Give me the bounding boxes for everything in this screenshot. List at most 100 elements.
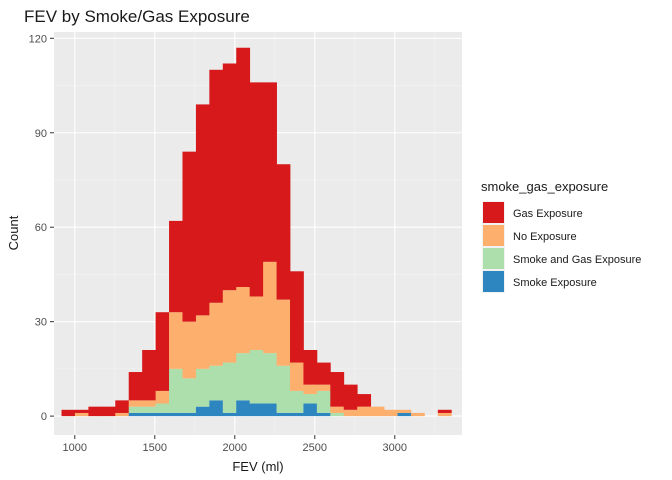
chart-title: FEV by Smoke/Gas Exposure (24, 7, 250, 26)
bar-segment (316, 390, 331, 413)
y-axis-title: Count (6, 215, 21, 250)
bar-segment (290, 390, 304, 413)
y-axis-ticks: 0 30 60 90 120 (29, 33, 54, 423)
legend-label: Smoke and Gas Exposure (513, 254, 641, 266)
bar-segment (182, 151, 197, 322)
bar-segment (263, 82, 277, 262)
bar-segment (249, 82, 264, 297)
bar-segment (290, 362, 304, 391)
bar-segment (276, 164, 291, 300)
bar-segment (101, 406, 116, 417)
x-tick-label: 3000 (383, 442, 407, 454)
bar-segment (303, 403, 318, 417)
bar-segment (209, 302, 224, 366)
bar-segment (222, 63, 237, 291)
bar-segment (115, 400, 130, 413)
bar-segment (276, 299, 291, 366)
bar-segment (236, 287, 251, 354)
bar-segment (195, 104, 210, 316)
bar-segment (236, 400, 251, 417)
bar-segment (343, 384, 358, 410)
legend-swatch (483, 248, 504, 269)
histogram-bars (61, 47, 452, 417)
bar-segment (357, 394, 372, 407)
x-tick-label: 2500 (303, 442, 327, 454)
bar-segment (263, 261, 277, 354)
bar-segment (74, 409, 89, 413)
bar-segment (330, 406, 345, 413)
x-axis-title: FEV (ml) (232, 459, 283, 474)
bar-segment (209, 69, 224, 303)
bar-segment (128, 372, 143, 401)
y-tick-label: 120 (29, 33, 47, 45)
bar-segment (128, 412, 143, 417)
x-tick-label: 1500 (143, 442, 167, 454)
bar-segment (397, 409, 412, 413)
bar-segment (236, 47, 251, 288)
bar-segment (222, 362, 237, 413)
bar-segment (128, 406, 143, 413)
bar-segment (410, 412, 425, 417)
bar-segment (169, 312, 183, 369)
bar-segment (236, 353, 251, 401)
bar-segment (303, 384, 318, 395)
bar-segment (169, 368, 183, 413)
bar-segment (142, 400, 156, 407)
x-axis-ticks: 1000 1500 2000 2500 3000 (63, 435, 407, 454)
bar-segment (370, 406, 385, 417)
y-tick-label: 0 (41, 411, 47, 423)
bar-segment (343, 409, 358, 417)
bar-segment (142, 412, 156, 417)
legend-label: Gas Exposure (513, 208, 583, 220)
legend-items: Gas Exposure No Exposure Smoke and Gas Exp… (482, 201, 641, 293)
bar-segment (290, 412, 304, 417)
legend-swatch (483, 202, 504, 223)
bar-segment (437, 412, 452, 417)
bar-segment (316, 384, 331, 391)
y-tick-label: 90 (35, 128, 47, 140)
bar-segment (384, 409, 398, 417)
bar-segment (155, 390, 170, 404)
bar-segment (249, 349, 264, 404)
bar-segment (303, 394, 318, 404)
bar-segment (222, 412, 237, 417)
bar-segment (263, 403, 277, 417)
legend-swatch (483, 225, 504, 246)
legend: smoke_gas_exposure Gas Exposure No Exposu… (481, 179, 641, 293)
bar-segment (182, 378, 197, 413)
bar-segment (169, 220, 183, 313)
bar-segment (276, 412, 291, 417)
bar-segment (397, 412, 412, 417)
x-tick-label: 1000 (63, 442, 87, 454)
y-tick-label: 60 (35, 222, 47, 234)
bar-segment (182, 412, 197, 417)
bar-segment (437, 409, 452, 413)
legend-swatch (483, 271, 504, 292)
bar-segment (316, 412, 331, 417)
bar-segment (142, 406, 156, 413)
bar-segment (209, 365, 224, 401)
x-tick-label: 2000 (223, 442, 247, 454)
bar-segment (195, 368, 210, 407)
bar-segment (155, 412, 170, 417)
bar-segment (276, 365, 291, 413)
bar-segment (357, 406, 372, 417)
bar-segment (249, 296, 264, 350)
bar-segment (142, 349, 156, 401)
bar-segment (169, 412, 183, 417)
bar-segment (74, 412, 89, 417)
bar-segment (263, 353, 277, 404)
bar-segment (195, 315, 210, 369)
bar-segment (88, 406, 103, 417)
legend-label: No Exposure (513, 231, 577, 243)
bar-segment (222, 290, 237, 363)
bar-segment (330, 412, 345, 417)
bar-segment (128, 400, 143, 407)
bar-segment (195, 406, 210, 417)
bar-segment (155, 312, 170, 391)
bar-segment (209, 400, 224, 417)
bar-segment (330, 372, 345, 407)
bar-segment (290, 271, 304, 363)
bar-segment (182, 321, 197, 379)
